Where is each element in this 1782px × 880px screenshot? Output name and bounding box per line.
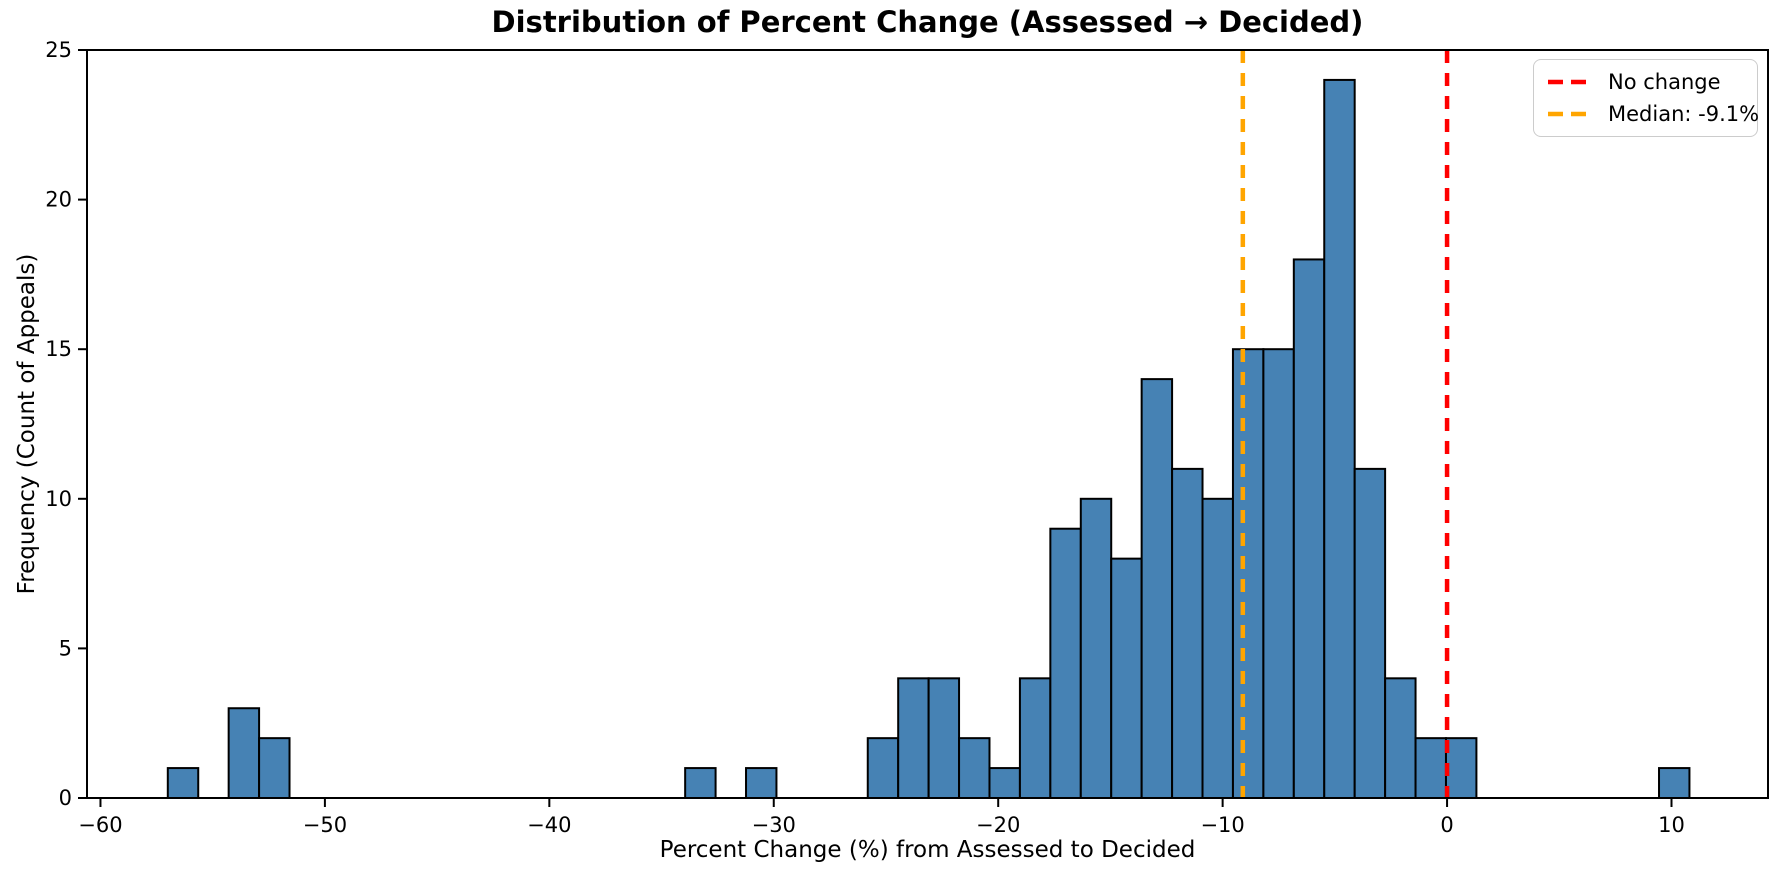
histogram-bar bbox=[1079, 497, 1113, 799]
y-axis-ticks: 0 5 10 15 20 25 bbox=[45, 38, 87, 810]
x-tick-label: −40 bbox=[527, 813, 571, 837]
x-tick-label: −20 bbox=[976, 813, 1020, 837]
histogram-bar bbox=[927, 677, 961, 800]
histogram-bar bbox=[1049, 527, 1082, 799]
histogram-bar bbox=[866, 737, 900, 799]
histogram-bar bbox=[1018, 677, 1052, 800]
histogram-bar bbox=[1384, 677, 1417, 800]
histogram-bar bbox=[745, 767, 778, 800]
histogram-bar bbox=[897, 677, 930, 800]
x-axis-ticks: −60 −50 −40 −30 −20 −10 0 10 bbox=[78, 798, 1685, 837]
histogram-bar bbox=[1658, 767, 1691, 800]
histogram-bar bbox=[1444, 737, 1478, 799]
histogram-bar bbox=[1110, 557, 1143, 800]
histogram-bar bbox=[1231, 348, 1265, 799]
y-tick-label: 25 bbox=[45, 38, 72, 62]
y-tick-label: 15 bbox=[45, 337, 72, 361]
orange-dashed-line-icon bbox=[1548, 111, 1590, 117]
y-tick-label: 10 bbox=[45, 487, 72, 511]
x-tick-label: −10 bbox=[1200, 813, 1244, 837]
x-tick-label: −60 bbox=[78, 813, 122, 837]
y-axis-label: Frequency (Count of Appeals) bbox=[14, 253, 40, 595]
histogram-bar bbox=[1140, 378, 1174, 799]
histogram-bar bbox=[1201, 497, 1234, 799]
histogram-bars bbox=[166, 78, 1691, 800]
histogram-bar bbox=[1353, 467, 1387, 799]
histogram-bar bbox=[166, 767, 200, 800]
histogram-bar bbox=[1323, 78, 1356, 800]
y-tick-label: 20 bbox=[45, 188, 72, 212]
y-tick-label: 5 bbox=[59, 636, 72, 660]
histogram-bar bbox=[1171, 467, 1204, 799]
plot-border bbox=[86, 49, 1769, 799]
legend-label-median: Median: -9.1% bbox=[1608, 102, 1760, 126]
reference-lines bbox=[1240, 50, 1450, 798]
legend-box: No change Median: -9.1% bbox=[1533, 59, 1759, 137]
histogram-bar bbox=[1414, 737, 1447, 799]
histogram-bar bbox=[1262, 348, 1295, 799]
page-title: Distribution of Percent Change (Assessed… bbox=[491, 5, 1364, 39]
histogram-bar bbox=[684, 767, 717, 800]
legend-item-median: Median: -9.1% bbox=[1546, 102, 1759, 126]
x-tick-label: 0 bbox=[1440, 813, 1453, 837]
red-dashed-line-icon bbox=[1548, 79, 1590, 85]
x-tick-label: −30 bbox=[752, 813, 796, 837]
histogram-bar bbox=[227, 707, 261, 799]
histogram-bar bbox=[988, 767, 1021, 800]
histogram-bar bbox=[958, 737, 991, 799]
legend-item-no-change: No change bbox=[1546, 70, 1745, 94]
legend-label-no-change: No change bbox=[1608, 70, 1721, 94]
x-tick-label: −50 bbox=[303, 813, 347, 837]
y-tick-label: 0 bbox=[59, 786, 72, 810]
x-axis-label: Percent Change (%) from Assessed to Deci… bbox=[659, 837, 1196, 863]
histogram-bar bbox=[258, 737, 291, 799]
x-tick-label: 10 bbox=[1658, 813, 1685, 837]
histogram-bar bbox=[1292, 258, 1326, 799]
